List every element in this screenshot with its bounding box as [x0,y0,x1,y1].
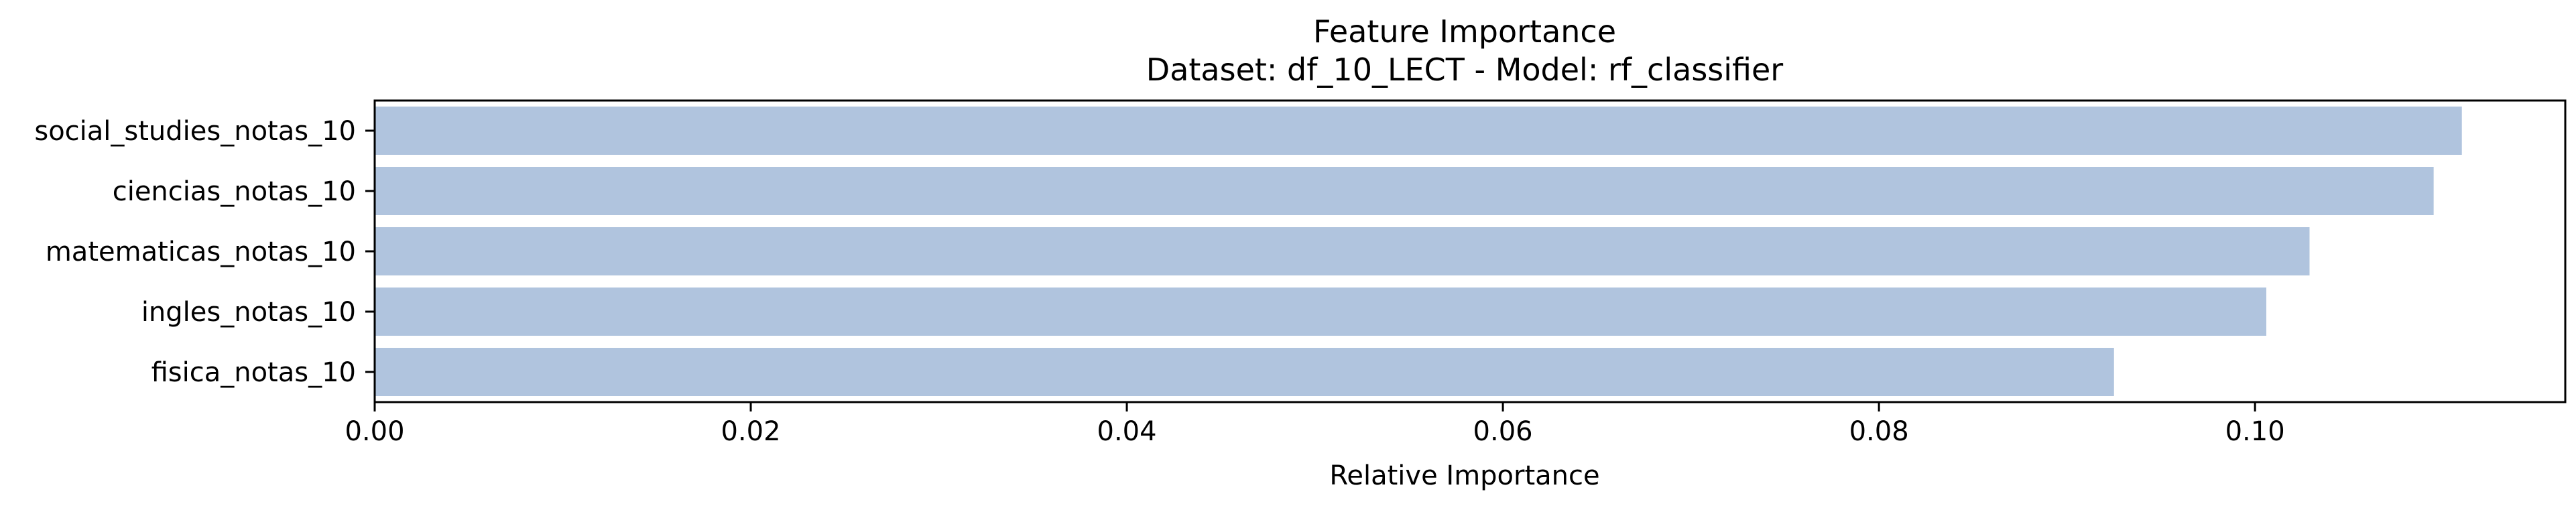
x-axis-label: Relative Importance [1329,460,1599,491]
x-axis-ticks: 0.00 0.02 0.04 0.06 0.08 0.10 [345,402,2285,447]
y-tick-label: ciencias_notas_10 [113,176,356,207]
plot-frame [373,99,2567,403]
x-tick-label: 0.08 [1849,416,1909,447]
x-tick-label: 0.04 [1097,416,1157,447]
bar-ingles_notas_10 [375,288,2266,336]
y-axis-ticks: social_studies_notas_10 ciencias_notas_10… [34,116,375,388]
x-tick-label: 0.06 [1473,416,1533,447]
x-tick-label: 0.10 [2225,416,2285,447]
y-tick-label: social_studies_notas_10 [34,116,356,147]
y-tick-label: matematicas_notas_10 [46,237,356,267]
bar-social_studies_notas_10 [375,107,2462,155]
bars-group [375,107,2462,396]
bar-fisica_notas_10 [375,348,2114,396]
chart-subtitle: Dataset: df_10_LECT - Model: rf_classifi… [1146,52,1784,88]
bar-matematicas_notas_10 [375,227,2310,275]
y-tick-label: ingles_notas_10 [141,297,356,328]
bar-ciencias_notas_10 [375,167,2434,215]
x-tick-label: 0.00 [345,416,404,447]
x-tick-label: 0.02 [721,416,780,447]
chart-title: Feature Importance [1313,13,1616,50]
y-tick-label: fisica_notas_10 [151,357,356,388]
